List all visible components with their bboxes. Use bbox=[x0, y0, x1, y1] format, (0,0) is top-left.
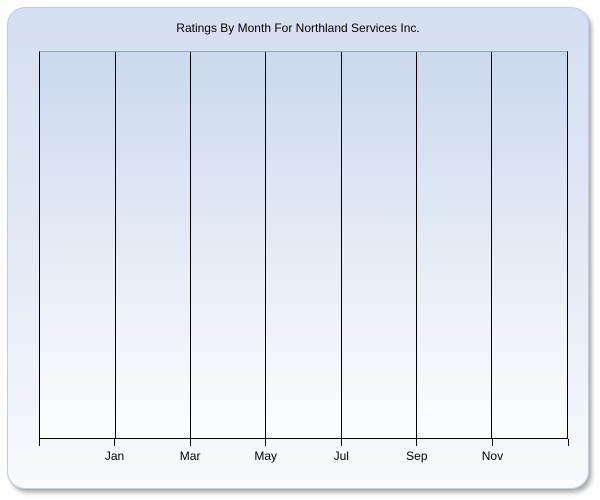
x-axis-label: May bbox=[254, 449, 278, 463]
x-axis-tick bbox=[38, 439, 40, 446]
vertical-gridline bbox=[340, 52, 342, 438]
vertical-gridline bbox=[190, 52, 192, 438]
x-axis-tick bbox=[114, 439, 116, 446]
plot-area bbox=[39, 51, 568, 439]
x-axis-tick bbox=[265, 439, 267, 446]
x-axis-label: Jul bbox=[333, 449, 349, 463]
x-axis-label: Mar bbox=[179, 449, 201, 463]
x-axis: Jan Mar May Jul Sep Nov bbox=[39, 449, 568, 465]
chart-panel: Ratings By Month For Northland Services … bbox=[7, 7, 589, 489]
x-axis-tick bbox=[416, 439, 418, 446]
vertical-gridline bbox=[114, 52, 116, 438]
vertical-gridline bbox=[491, 52, 493, 438]
x-axis-label: Nov bbox=[481, 449, 504, 463]
x-axis-tick bbox=[567, 439, 569, 446]
x-axis-tick bbox=[340, 439, 342, 446]
x-axis-tick bbox=[189, 439, 191, 446]
chart-title: Ratings By Month For Northland Services … bbox=[176, 21, 420, 35]
x-axis-label: Jan bbox=[104, 449, 125, 463]
vertical-gridline bbox=[265, 52, 267, 438]
x-axis-ticks bbox=[38, 439, 569, 446]
x-axis-tick bbox=[491, 439, 493, 446]
x-axis-label: Sep bbox=[406, 449, 428, 463]
vertical-gridline bbox=[415, 52, 417, 438]
